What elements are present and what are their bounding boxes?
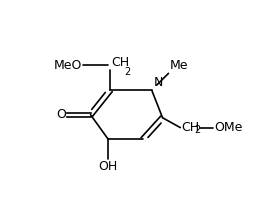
Text: Me: Me <box>169 59 188 72</box>
Text: 2: 2 <box>194 125 200 135</box>
Text: MeO: MeO <box>53 59 82 72</box>
Text: CH: CH <box>111 57 129 69</box>
Text: OH: OH <box>99 160 118 173</box>
Text: 2: 2 <box>124 67 130 77</box>
Text: O: O <box>56 108 66 121</box>
Text: N: N <box>154 76 163 89</box>
Text: CH: CH <box>181 121 199 134</box>
Text: OMe: OMe <box>214 121 242 134</box>
